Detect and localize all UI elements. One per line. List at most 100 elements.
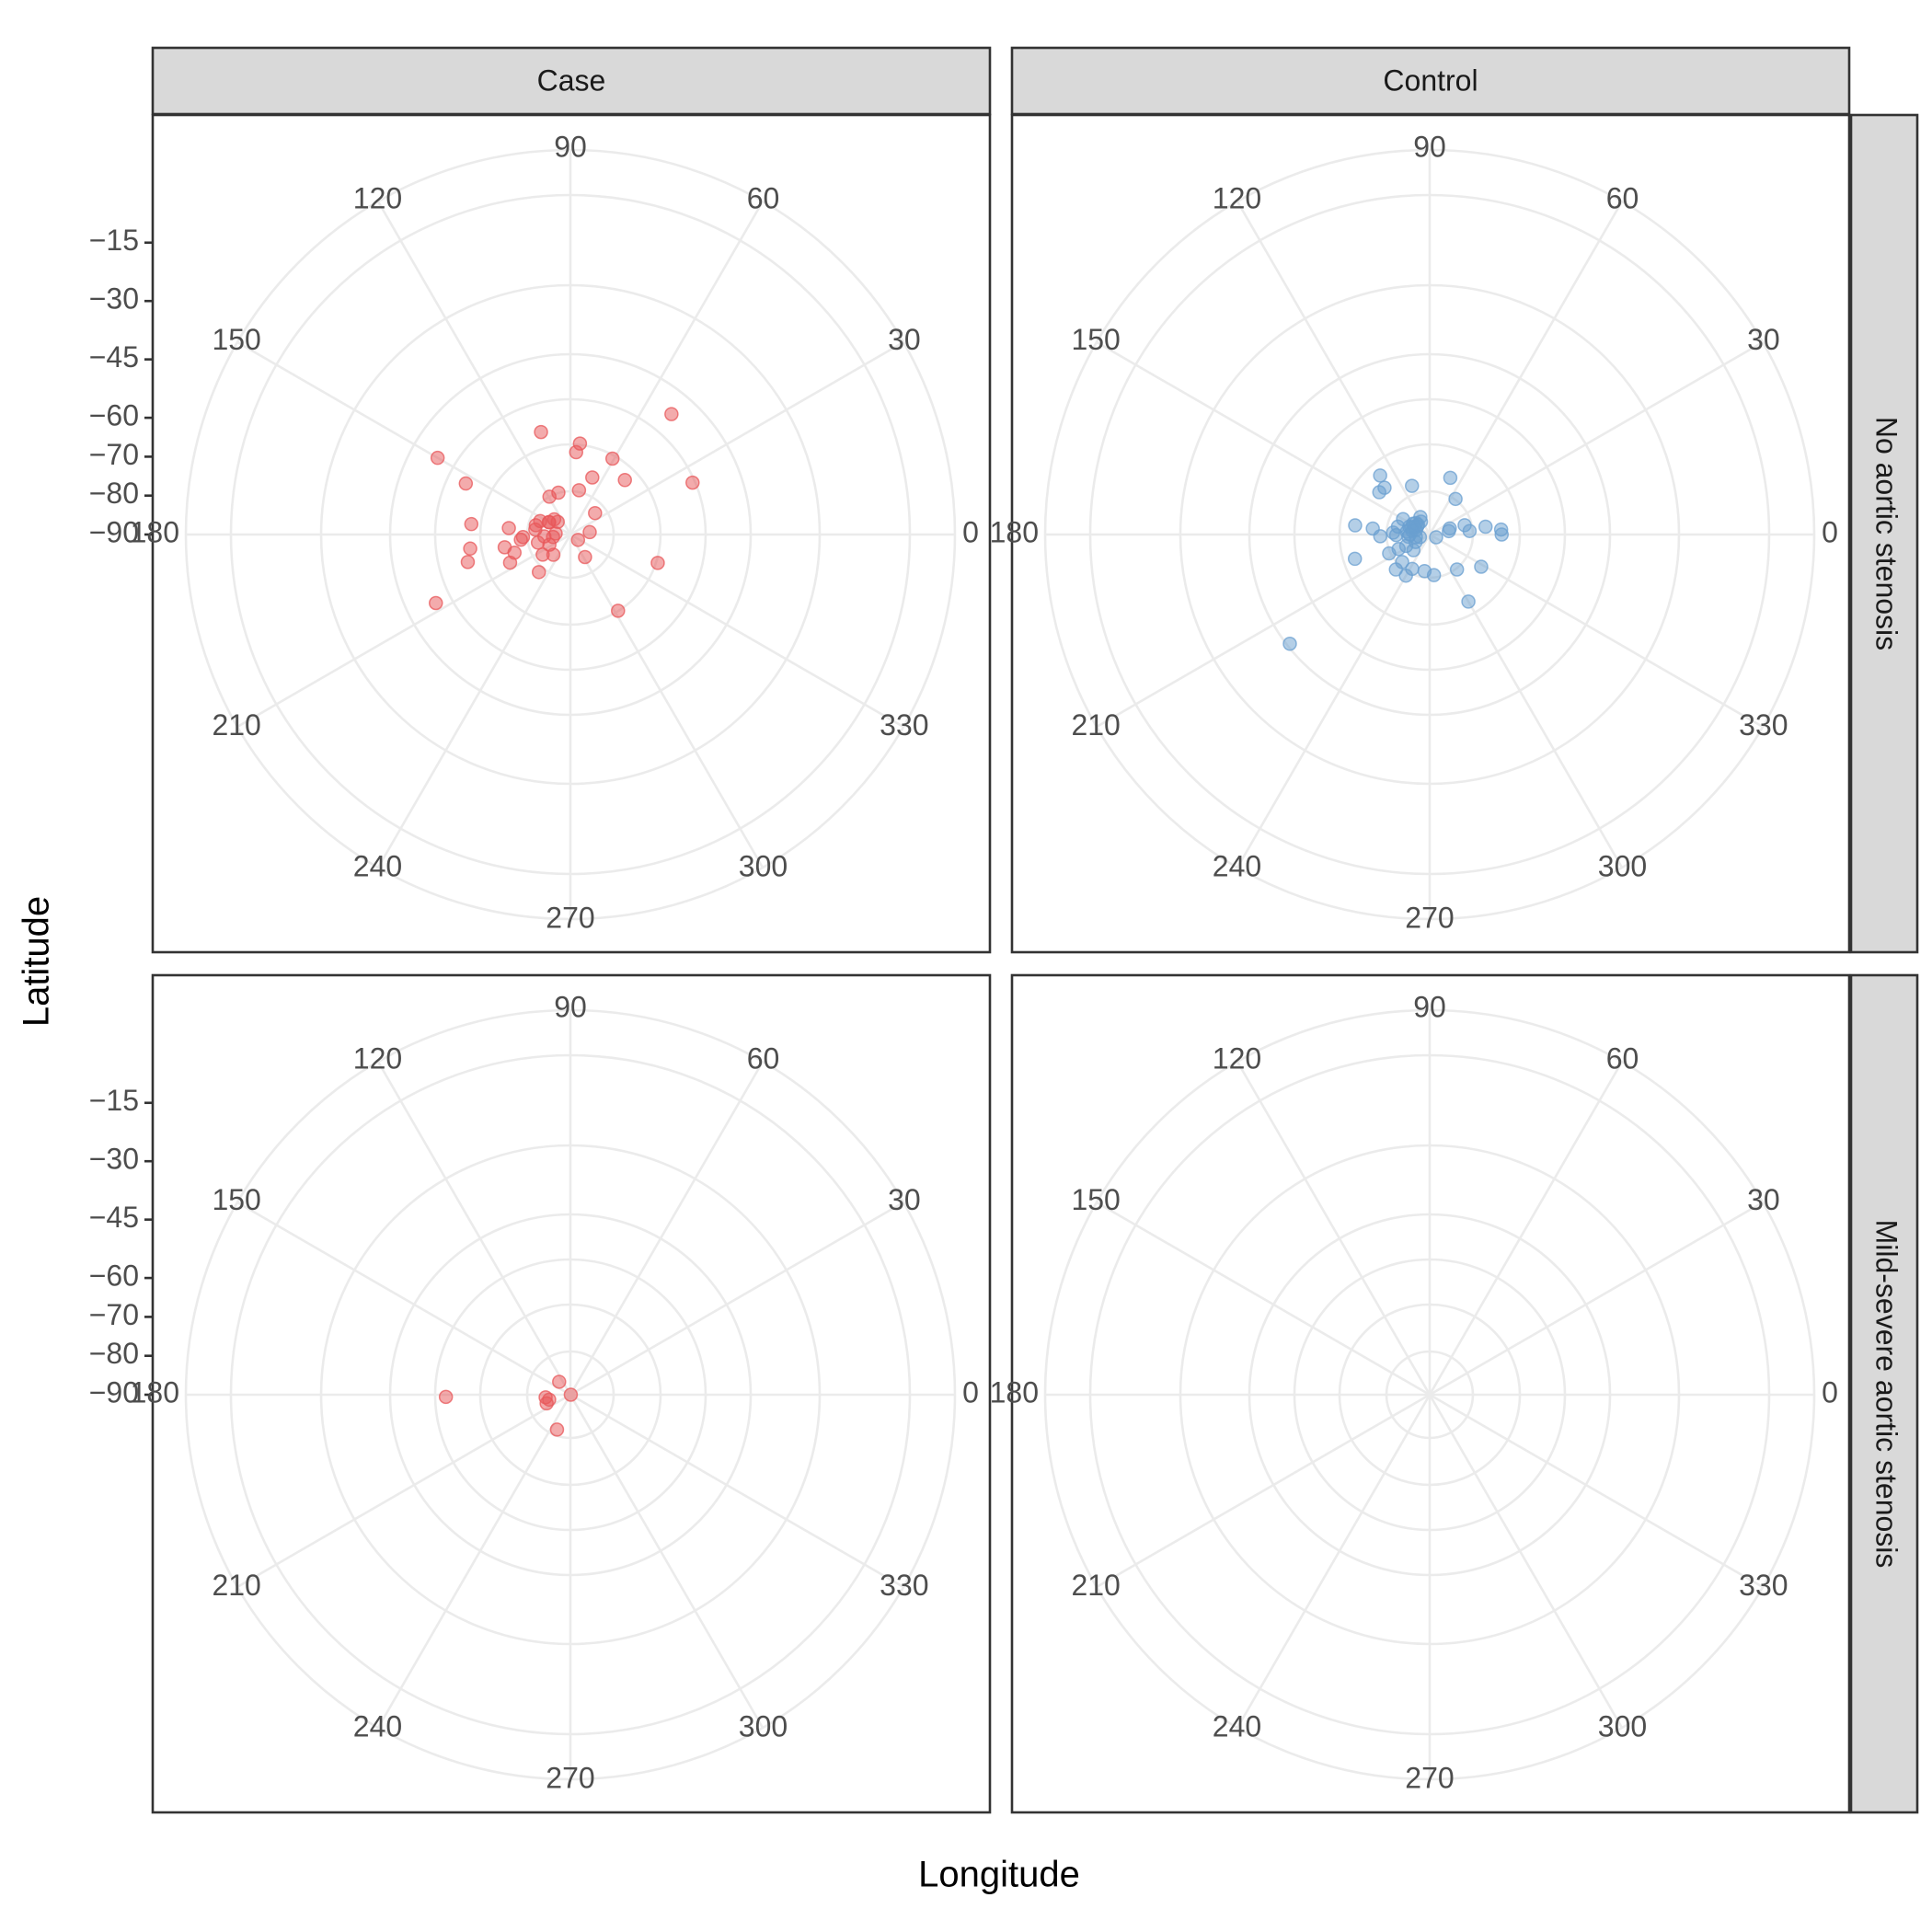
angular-tick-label: 150: [212, 1183, 260, 1216]
angular-tick-label: 270: [1405, 901, 1454, 934]
data-point-control: [1443, 470, 1458, 486]
data-point-case: [497, 540, 512, 555]
grid-spoke: [1236, 1061, 1432, 1396]
grid-spoke: [569, 1393, 904, 1589]
grid-spoke: [236, 1393, 571, 1589]
data-point-case: [438, 1389, 454, 1405]
grid-spoke: [569, 201, 765, 535]
angular-tick-label: 60: [1606, 1042, 1639, 1075]
data-point-control: [1449, 562, 1465, 577]
data-point-control: [1405, 478, 1420, 493]
angular-tick-label: 240: [1213, 849, 1261, 882]
grid-spoke: [1096, 1393, 1431, 1589]
grid-spoke: [569, 1061, 765, 1396]
angular-tick-label: 90: [554, 990, 587, 1023]
angular-tick-label: 30: [888, 323, 921, 356]
label-layer: 0 30 60 90 120 150 180 210 240 270 300 330 0 30 60 90 12…: [89, 63, 1903, 1794]
grid-spoke: [569, 1201, 904, 1397]
data-point-control: [1412, 530, 1428, 545]
grid-spoke: [1236, 201, 1432, 535]
data-point-control: [1478, 519, 1493, 535]
grid-spoke: [1429, 1393, 1764, 1589]
data-point-case: [563, 1387, 579, 1402]
data-point-control: [1417, 564, 1432, 579]
angular-tick-label: 330: [880, 1569, 928, 1602]
radial-tick-label: −70: [89, 1298, 139, 1331]
angular-tick-label: 150: [1071, 1183, 1120, 1216]
row-strip-label: Mild-severe aortic stenosis: [1870, 1220, 1903, 1569]
data-point-case: [664, 407, 679, 421]
data-point-control: [1442, 523, 1456, 539]
angular-tick-label: 30: [1747, 1183, 1780, 1216]
data-point-control: [1474, 559, 1489, 574]
data-point-case: [588, 505, 603, 521]
grid-spoke: [236, 533, 571, 729]
data-point-control: [1395, 555, 1409, 569]
panel-1-1: [1043, 1008, 1816, 1781]
angular-tick-label: 90: [1413, 990, 1446, 1023]
data-point-control: [1461, 594, 1476, 609]
data-point-case: [539, 1396, 554, 1411]
grid-spoke: [1096, 533, 1431, 729]
angular-tick-label: 180: [990, 1375, 1039, 1409]
strip-layer: [151, 46, 1919, 1814]
angular-tick-label: 120: [353, 182, 402, 215]
angular-tick-label: 180: [131, 1375, 179, 1409]
data-point-case: [464, 516, 479, 532]
angular-tick-label: 240: [1213, 1709, 1261, 1742]
grid-layer: [184, 148, 1816, 1781]
angular-tick-label: 240: [353, 849, 402, 882]
data-point-case: [685, 475, 700, 490]
angular-tick-label: 330: [1739, 1569, 1788, 1602]
grid-spoke: [1428, 201, 1624, 535]
angular-tick-label: 60: [747, 1042, 780, 1075]
data-point-control: [1429, 530, 1443, 545]
data-point-control: [1405, 561, 1420, 577]
data-point-case: [578, 549, 592, 565]
data-point-control: [1377, 480, 1392, 495]
angular-tick-label: 150: [1071, 323, 1120, 356]
data-point-control: [1493, 522, 1509, 537]
grid-spoke: [569, 533, 904, 729]
angular-tick-label: 0: [962, 1375, 979, 1409]
radial-tick-label: −70: [89, 438, 139, 471]
angular-tick-label: 300: [1598, 849, 1647, 882]
angular-tick-label: 330: [1739, 708, 1788, 742]
data-point-case: [569, 444, 584, 460]
y-axis-title: Latitude: [17, 896, 57, 1027]
data-point-case: [515, 529, 531, 545]
grid-spoke: [376, 1394, 572, 1729]
grid-spoke: [1096, 1201, 1431, 1397]
radial-tick-label: −60: [89, 1259, 139, 1293]
angular-tick-label: 0: [1822, 1375, 1838, 1409]
x-axis-title: Longitude: [918, 1855, 1080, 1895]
data-point-control: [1373, 468, 1387, 483]
data-point-case: [650, 556, 665, 570]
grid-spoke: [236, 1201, 571, 1397]
radial-tick-label: −15: [89, 1084, 139, 1117]
angular-tick-label: 270: [546, 1761, 594, 1794]
data-point-case: [458, 476, 474, 491]
strip-case: [151, 46, 992, 116]
radial-tick-label: −45: [89, 340, 139, 374]
data-point-case: [611, 604, 626, 618]
angular-tick-label: 120: [1213, 182, 1261, 215]
data-point-case: [617, 473, 632, 488]
data-point-case: [570, 533, 586, 547]
angular-tick-label: 300: [1598, 1709, 1647, 1742]
panel-0-1: [184, 1008, 957, 1781]
grid-spoke: [1428, 534, 1624, 868]
angular-tick-label: 210: [1071, 708, 1120, 742]
angular-tick-label: 330: [880, 708, 928, 742]
angular-tick-label: 120: [1213, 1042, 1261, 1075]
angular-tick-label: 30: [1747, 323, 1780, 356]
radial-tick-label: −15: [89, 224, 139, 257]
angular-tick-label: 180: [990, 515, 1039, 548]
angular-tick-label: 300: [739, 1709, 788, 1742]
grid-spoke: [569, 534, 765, 868]
data-point-case: [552, 1374, 567, 1389]
data-point-control: [1282, 637, 1297, 651]
angular-tick-label: 210: [212, 1569, 260, 1602]
data-point-control: [1347, 551, 1363, 567]
